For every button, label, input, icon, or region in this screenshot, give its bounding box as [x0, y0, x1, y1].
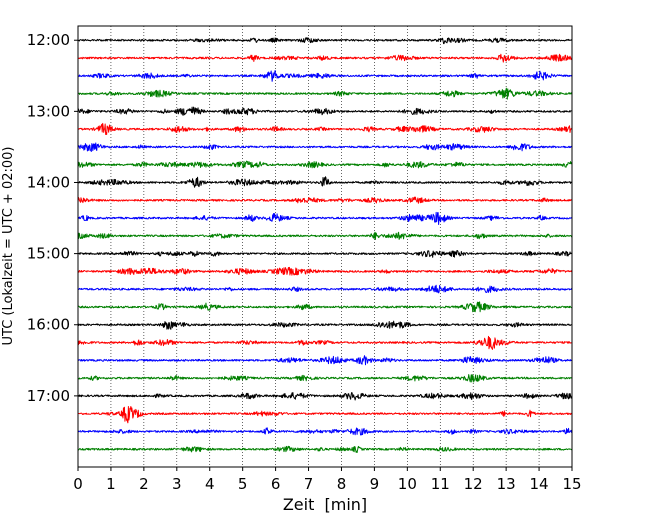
trace-1315 — [77, 122, 573, 136]
x-tick-label: 15 — [562, 475, 581, 493]
trace-1645 — [77, 374, 573, 383]
trace-1700 — [77, 392, 573, 401]
trace-1600 — [77, 320, 573, 330]
x-tick-label: 1 — [106, 475, 116, 493]
x-tick-label: 10 — [398, 475, 417, 493]
plot-frame — [77, 25, 573, 468]
x-tick-label: 7 — [304, 475, 314, 493]
x-tick-label: 2 — [139, 475, 149, 493]
trace-1545 — [77, 301, 573, 313]
trace-1630 — [77, 355, 573, 366]
trace-1415 — [77, 196, 573, 204]
x-tick-label: 8 — [337, 475, 347, 493]
x-tick-label: 4 — [205, 475, 215, 493]
trace-1330 — [77, 142, 573, 152]
y-axis: 12:00 13:00 14:00 15:00 16:00 17:00 — [27, 31, 78, 405]
trace-1530 — [77, 284, 573, 294]
plot-background — [78, 26, 572, 467]
x-tick-label: 14 — [530, 475, 549, 493]
seismic-traces — [77, 37, 573, 453]
trace-1200 — [77, 37, 573, 45]
y-tick-label: 17:00 — [27, 387, 70, 405]
x-tick-label: 13 — [497, 475, 516, 493]
trace-1300 — [77, 106, 573, 116]
trace-1400 — [77, 176, 573, 188]
trace-1430 — [77, 211, 573, 225]
x-tick-label: 5 — [238, 475, 248, 493]
trace-1745 — [77, 445, 573, 453]
trace-1215 — [77, 53, 573, 63]
x-tick-label: 6 — [271, 475, 281, 493]
trace-1230 — [77, 69, 573, 82]
y-tick-label: 14:00 — [27, 173, 70, 191]
y-tick-label: 16:00 — [27, 316, 70, 334]
trace-1515 — [77, 266, 573, 276]
trace-1345 — [77, 160, 573, 169]
trace-1245 — [77, 87, 573, 100]
x-tick-label: 11 — [431, 475, 450, 493]
x-tick-label: 0 — [73, 475, 83, 493]
trace-1500 — [77, 250, 573, 258]
trace-1615 — [77, 335, 573, 350]
y-tick-label: 15:00 — [27, 245, 70, 263]
y-tick-label: 13:00 — [27, 102, 70, 120]
trace-1715 — [77, 405, 573, 424]
y-axis-label: UTC (Lokalzeit = UTC + 02:00) — [1, 147, 16, 346]
trace-1730 — [77, 427, 573, 436]
trace-1445 — [77, 231, 573, 241]
x-tick-label: 12 — [464, 475, 483, 493]
x-axis-label: Zeit [min] — [283, 495, 367, 514]
x-tick-label: 9 — [370, 475, 380, 493]
y-tick-label: 12:00 — [27, 31, 70, 49]
x-tick-label: 3 — [172, 475, 182, 493]
x-axis: 0 1 2 3 4 5 6 7 8 9 10 11 12 13 14 15 — [73, 467, 582, 493]
